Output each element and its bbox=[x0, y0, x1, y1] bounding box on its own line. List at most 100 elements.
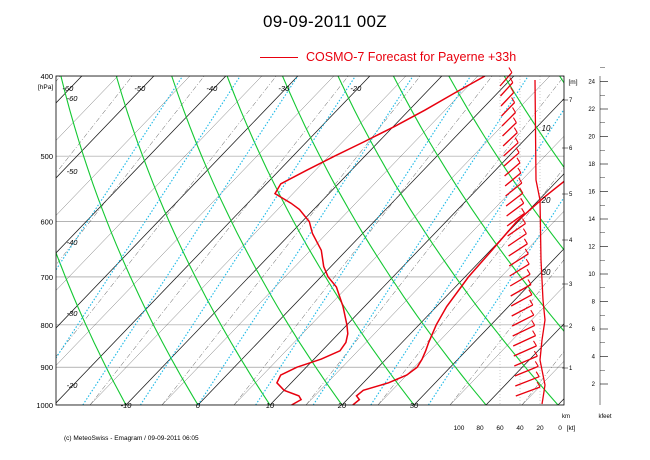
isotherm-line bbox=[56, 76, 191, 216]
wind-barb-flag bbox=[532, 330, 537, 336]
isotherm-label: -40 bbox=[206, 84, 218, 93]
pressure-tick-label: 800 bbox=[40, 321, 53, 330]
legend-swatch bbox=[260, 56, 298, 58]
wind-barb bbox=[514, 365, 539, 377]
wind-barb-flag bbox=[521, 208, 526, 214]
wind-barb bbox=[501, 112, 516, 127]
isotherm-line bbox=[630, 76, 650, 405]
isotherm-edge-label: -60 bbox=[67, 94, 79, 103]
wind-barb bbox=[513, 345, 537, 357]
wind-barb bbox=[509, 273, 531, 287]
isotherm-edge-label: -30 bbox=[67, 309, 79, 318]
wind-barb-flag bbox=[522, 228, 527, 234]
wind-speed-tick-label: 20 bbox=[536, 425, 544, 432]
wind-barb-flag bbox=[526, 269, 531, 275]
wind-barb-flag bbox=[508, 67, 513, 73]
wind-barb-flag bbox=[510, 87, 515, 93]
wind-barb bbox=[515, 386, 541, 397]
wind-barb-flag bbox=[518, 177, 523, 184]
wind-barb bbox=[500, 82, 514, 97]
mixing-ratio-line bbox=[56, 76, 241, 359]
feet-tick-label: 10 bbox=[588, 272, 595, 278]
wind-speed-tick-label: 80 bbox=[476, 425, 484, 432]
isotherm-line bbox=[197, 76, 515, 405]
wind-barb-flag bbox=[524, 248, 529, 255]
wind-barb bbox=[514, 355, 538, 367]
temperature-profile-line bbox=[273, 76, 486, 405]
height-tick-label: 6 bbox=[569, 146, 573, 152]
isotherm-line bbox=[56, 76, 227, 254]
wind-barb-flag bbox=[533, 350, 538, 357]
feet-tick-label: 20 bbox=[588, 135, 595, 141]
wind-barb bbox=[505, 192, 524, 207]
feet-tick-label: 6 bbox=[592, 327, 596, 333]
isotherm-line bbox=[56, 76, 371, 404]
dry-adiabat-line bbox=[226, 76, 415, 405]
feet-tick-label: 4 bbox=[592, 355, 596, 361]
wind-speed-tick-label: 40 bbox=[516, 425, 524, 432]
wind-barb-flag bbox=[512, 107, 516, 113]
isotherm-edge-label: -50 bbox=[67, 167, 79, 176]
moist-adiabat-line bbox=[377, 167, 564, 405]
feet-tick-label: 24 bbox=[588, 80, 595, 86]
wind-speed-tick-label: 0 bbox=[558, 425, 562, 432]
isotherm-line bbox=[56, 76, 119, 141]
moist-adiabat-line bbox=[89, 76, 349, 405]
chart-title: 09-09-2011 00Z bbox=[263, 12, 387, 31]
mixing-ratio-line bbox=[139, 76, 356, 405]
pressure-tick-label: 600 bbox=[40, 218, 53, 227]
wind-barb-flag bbox=[512, 117, 517, 123]
wind-barb-flag bbox=[536, 381, 541, 388]
mixing-ratio-label: 30 bbox=[542, 268, 551, 277]
temperature-tick-label: 20 bbox=[337, 401, 347, 410]
isotherm-line bbox=[56, 76, 335, 366]
height-tick-label: 5 bbox=[569, 192, 573, 198]
wind-barb bbox=[506, 212, 525, 227]
isotherm-line bbox=[161, 76, 479, 405]
mixing-ratio-label: 20 bbox=[541, 196, 551, 205]
moist-adiabat-line bbox=[56, 76, 61, 82]
wind-barb bbox=[508, 253, 529, 267]
wind-barb bbox=[502, 132, 518, 147]
isotherm-line bbox=[449, 285, 564, 405]
temperature-tick-label: 30 bbox=[410, 401, 419, 410]
feet-tick-label: 12 bbox=[588, 245, 595, 251]
dry-adiabat-line bbox=[615, 76, 650, 405]
height-tick-label: 1 bbox=[569, 366, 573, 372]
wind-barb bbox=[503, 142, 519, 157]
feet-axis-label: kfeet bbox=[598, 414, 611, 420]
pressure-unit-label: [hPa] bbox=[38, 84, 53, 91]
wind-barb bbox=[499, 72, 513, 87]
wind-barb-flag bbox=[531, 320, 536, 326]
feet-tick-label: 18 bbox=[588, 162, 595, 168]
feet-tick-label: 22 bbox=[588, 107, 595, 113]
height-tick-label: 4 bbox=[569, 238, 573, 244]
wind-barb-flag bbox=[514, 137, 519, 143]
isotherm-edge-label: -20 bbox=[67, 381, 79, 390]
temperature-tick-label: -10 bbox=[121, 401, 133, 410]
feet-tick-label: 14 bbox=[588, 217, 595, 223]
moist-adiabat-line bbox=[161, 76, 421, 405]
isotherm-line bbox=[56, 76, 299, 329]
wind-barb-flag bbox=[528, 289, 533, 295]
wind-barb bbox=[502, 122, 517, 137]
wind-barb bbox=[512, 324, 535, 337]
wind-barb-flag bbox=[525, 258, 530, 265]
wind-barb bbox=[505, 182, 523, 197]
wind-barb bbox=[510, 294, 533, 307]
pressure-tick-label: 500 bbox=[40, 152, 53, 161]
wind-barb-flag bbox=[516, 157, 521, 164]
wind-barb bbox=[508, 243, 528, 257]
wind-barb bbox=[511, 304, 534, 317]
isotherm-label: -50 bbox=[134, 84, 146, 93]
plot-frame bbox=[55, 75, 565, 406]
moist-adiabat-line bbox=[233, 76, 493, 405]
wind-barb-flag bbox=[517, 167, 522, 174]
isotherm-line bbox=[233, 76, 551, 405]
dry-adiabat-line bbox=[559, 76, 564, 84]
wind-barb-flag bbox=[515, 147, 520, 153]
isotherm-label: -60 bbox=[62, 84, 74, 93]
mixing-ratio-line bbox=[312, 76, 529, 405]
pressure-tick-label: 400 bbox=[40, 72, 53, 81]
wind-barb bbox=[512, 335, 536, 347]
